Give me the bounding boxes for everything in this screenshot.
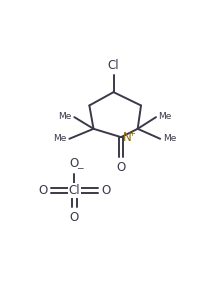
Text: Me: Me bbox=[53, 134, 66, 143]
Text: Cl: Cl bbox=[108, 59, 119, 72]
Text: Me: Me bbox=[58, 112, 72, 121]
Text: O: O bbox=[101, 184, 111, 197]
Text: O: O bbox=[69, 157, 78, 170]
Text: +: + bbox=[128, 129, 135, 138]
Text: N: N bbox=[123, 131, 131, 144]
Text: Cl: Cl bbox=[69, 184, 80, 197]
Text: Me: Me bbox=[163, 134, 177, 143]
Text: O: O bbox=[38, 184, 47, 197]
Text: Me: Me bbox=[158, 112, 172, 121]
Text: −: − bbox=[76, 163, 83, 172]
Text: O: O bbox=[116, 161, 126, 174]
Text: O: O bbox=[70, 211, 79, 224]
